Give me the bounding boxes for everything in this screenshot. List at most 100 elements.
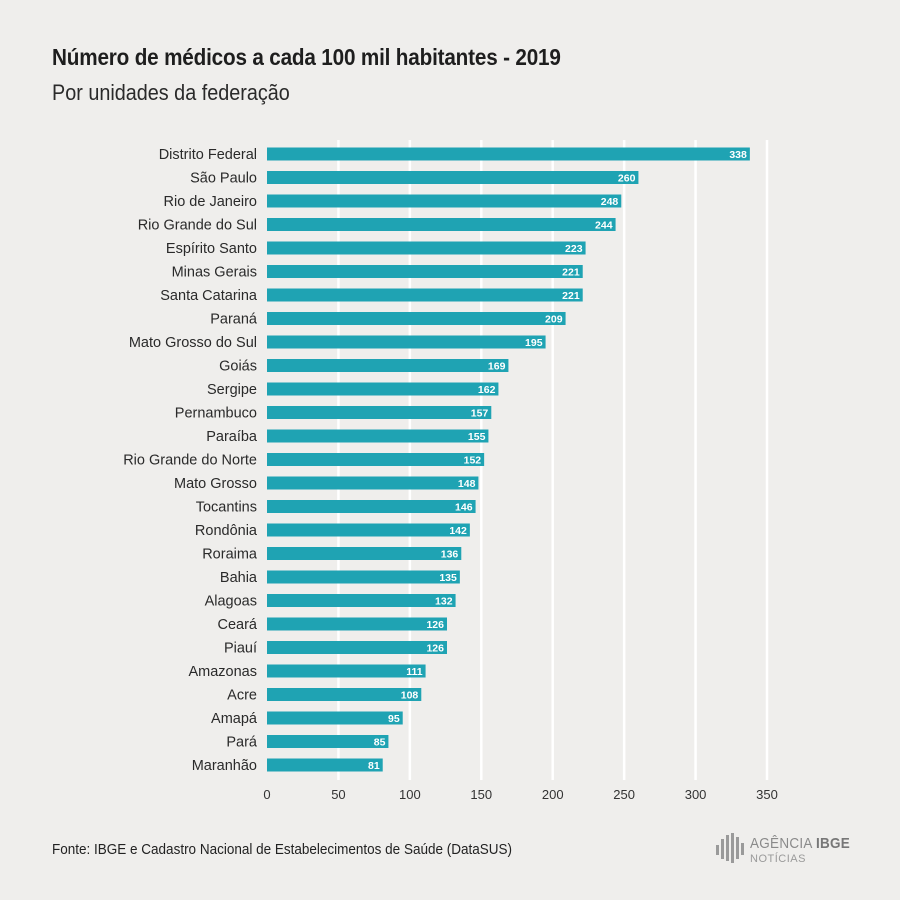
bar-value-label: 126 [426,619,444,631]
x-tick-label: 100 [399,787,421,802]
category-label: Rondônia [195,523,258,539]
bar-value-label: 195 [525,337,543,349]
category-label: Rio Grande do Sul [138,218,257,234]
bar-2 [267,194,622,208]
bar-value-label: 338 [729,149,747,161]
category-label: Amapá [211,711,258,727]
category-label: Pernambuco [175,406,257,422]
category-labels: Distrito Federal São Paulo Rio de Janeiro R… [123,147,258,774]
bar-0 [267,147,750,161]
bar-11 [267,406,492,419]
category-label: Espírito Santo [166,241,257,257]
bar-23 [267,688,422,701]
x-tick-label: 300 [685,787,707,802]
bar-13 [267,453,485,466]
category-label: Tocantins [196,500,257,516]
bar-7 [267,312,566,325]
bar-1 [267,171,639,184]
source-note: Fonte: IBGE e Cadastro Nacional de Estab… [52,841,512,858]
bar-value-label: 260 [618,173,636,185]
x-tick-label: 350 [756,787,778,802]
logo-name-part2: IBGE [815,835,851,852]
x-tick-label: 250 [613,787,635,802]
category-label: Ceará [218,617,258,633]
bar-value-label: 221 [562,267,580,279]
category-label: Mato Grosso do Sul [129,335,257,351]
bar-8 [267,335,546,349]
bar-value-label: 81 [368,760,380,772]
bar-12 [267,429,489,443]
bar-9 [267,359,509,372]
category-label: Piauí [224,641,257,657]
category-label: Roraima [202,547,258,563]
bar-20 [267,617,447,631]
category-label: Mato Grosso [174,476,257,492]
bar-value-label: 142 [449,525,467,537]
bar-value-label: 85 [374,737,386,749]
bar-5 [267,265,583,278]
bar-10 [267,382,499,396]
chart-title: Número de médicos a cada 100 mil habitan… [52,44,561,70]
category-label: Maranhão [192,758,257,774]
bar-value-label: 244 [595,220,613,232]
logo-tagline: NOTÍCIAS [750,853,806,865]
bar-value-label: 248 [601,196,619,208]
bar-value-label: 135 [439,572,457,584]
bar-26 [267,758,383,772]
bar-value-label: 132 [435,596,453,608]
bar-value-label: 157 [471,408,489,420]
bar-21 [267,641,447,654]
category-label: Rio de Janeiro [164,194,258,210]
bar-3 [267,218,616,231]
category-label: Paraná [210,312,258,328]
bar-14 [267,476,479,490]
bar-value-label: 126 [426,643,444,655]
category-label: Amazonas [188,664,257,680]
bar-25 [267,735,389,748]
bar-6 [267,288,583,302]
bar-value-label: 169 [488,361,506,373]
category-label: São Paulo [190,171,257,187]
bar-value-label: 148 [458,478,476,490]
bar-value-label: 136 [441,549,459,561]
x-tick-label: 200 [542,787,564,802]
bar-18 [267,570,460,584]
chart-subtitle: Por unidades da federação [52,80,290,105]
category-label: Alagoas [205,594,257,610]
category-label: Rio Grande do Norte [123,453,257,469]
bar-value-label: 209 [545,314,563,326]
bar-value-label: 162 [478,384,496,396]
category-label: Sergipe [207,382,257,398]
bar-17 [267,547,462,560]
bar-value-label: 155 [468,431,486,443]
bar-value-label: 95 [388,713,400,725]
x-tick-label: 50 [331,787,345,802]
bar-16 [267,523,470,537]
bar-4 [267,241,586,255]
bar-value-label: 146 [455,502,473,514]
logo-name-part1: AGÊNCIA [750,835,812,852]
x-tick-label: 150 [470,787,492,802]
bar-22 [267,664,426,678]
category-label: Pará [226,735,258,751]
category-label: Paraíba [206,429,258,445]
category-label: Minas Gerais [172,265,257,281]
ibge-logo-icon [716,833,744,863]
category-label: Santa Catarina [160,288,258,304]
x-axis-ticks: 0 50 100 150 200 250 300 350 [263,787,777,802]
category-label: Acre [227,688,257,704]
category-label: Distrito Federal [159,147,257,163]
agencia-ibge-logo: AGÊNCIA IBGE NOTÍCIAS [716,831,856,871]
category-label: Bahia [220,570,258,586]
category-label: Goiás [219,359,257,375]
bar-19 [267,594,456,607]
bar-value-label: 111 [406,666,423,678]
logo-wordmark: AGÊNCIA IBGE [750,835,850,852]
bar-value-label: 221 [562,290,580,302]
bar-24 [267,711,403,725]
bar-value-label: 152 [464,455,482,467]
bar-15 [267,500,476,513]
x-tick-label: 0 [263,787,270,802]
